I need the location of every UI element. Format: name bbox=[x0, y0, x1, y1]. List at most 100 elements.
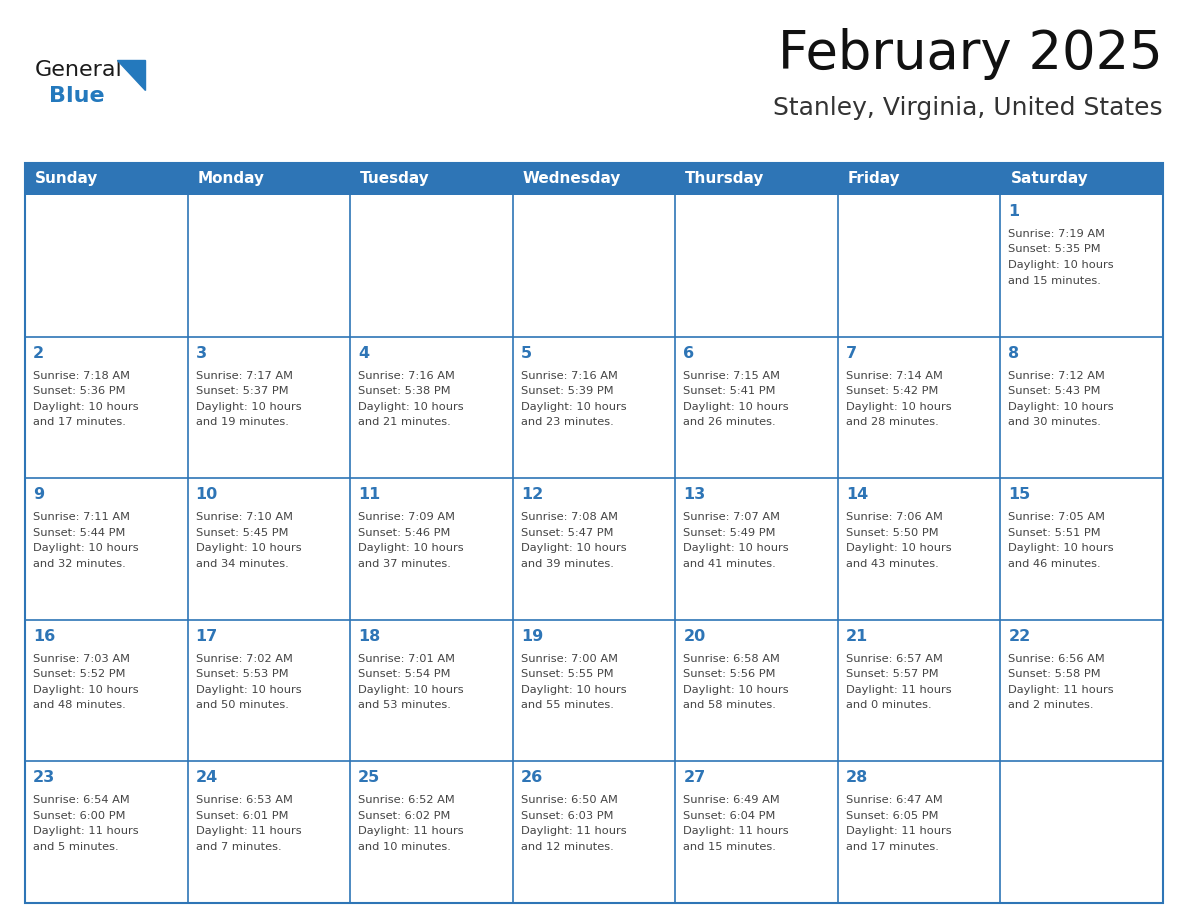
Text: and 19 minutes.: and 19 minutes. bbox=[196, 417, 289, 427]
Text: Sunrise: 7:03 AM: Sunrise: 7:03 AM bbox=[33, 654, 129, 664]
Text: Sunset: 5:47 PM: Sunset: 5:47 PM bbox=[520, 528, 613, 538]
Text: Sunrise: 7:10 AM: Sunrise: 7:10 AM bbox=[196, 512, 292, 522]
Text: Sunrise: 7:11 AM: Sunrise: 7:11 AM bbox=[33, 512, 129, 522]
Text: Sunset: 5:58 PM: Sunset: 5:58 PM bbox=[1009, 669, 1101, 679]
Text: Sunrise: 7:14 AM: Sunrise: 7:14 AM bbox=[846, 371, 943, 381]
Text: Sunset: 5:55 PM: Sunset: 5:55 PM bbox=[520, 669, 613, 679]
Text: Sunset: 5:42 PM: Sunset: 5:42 PM bbox=[846, 386, 939, 396]
Text: Daylight: 10 hours: Daylight: 10 hours bbox=[196, 543, 302, 554]
Text: 24: 24 bbox=[196, 770, 217, 786]
Text: 16: 16 bbox=[33, 629, 56, 644]
Text: Daylight: 11 hours: Daylight: 11 hours bbox=[683, 826, 789, 836]
Text: Thursday: Thursday bbox=[685, 172, 765, 186]
Text: and 30 minutes.: and 30 minutes. bbox=[1009, 417, 1101, 427]
Text: Sunrise: 6:49 AM: Sunrise: 6:49 AM bbox=[683, 795, 781, 805]
Text: 7: 7 bbox=[846, 345, 857, 361]
Text: 14: 14 bbox=[846, 487, 868, 502]
Text: 2: 2 bbox=[33, 345, 44, 361]
Text: Stanley, Virginia, United States: Stanley, Virginia, United States bbox=[773, 96, 1163, 120]
Text: Daylight: 11 hours: Daylight: 11 hours bbox=[520, 826, 626, 836]
Text: Sunrise: 7:15 AM: Sunrise: 7:15 AM bbox=[683, 371, 781, 381]
Text: 4: 4 bbox=[358, 345, 369, 361]
Text: Sunrise: 7:16 AM: Sunrise: 7:16 AM bbox=[520, 371, 618, 381]
Text: 9: 9 bbox=[33, 487, 44, 502]
Text: Sunrise: 7:02 AM: Sunrise: 7:02 AM bbox=[196, 654, 292, 664]
Text: and 12 minutes.: and 12 minutes. bbox=[520, 842, 613, 852]
Text: Sunrise: 7:19 AM: Sunrise: 7:19 AM bbox=[1009, 229, 1105, 239]
Text: Sunset: 5:45 PM: Sunset: 5:45 PM bbox=[196, 528, 287, 538]
Text: Sunset: 5:43 PM: Sunset: 5:43 PM bbox=[1009, 386, 1101, 396]
Text: 27: 27 bbox=[683, 770, 706, 786]
Text: 22: 22 bbox=[1009, 629, 1031, 644]
Text: Friday: Friday bbox=[848, 172, 901, 186]
Text: Sunset: 6:04 PM: Sunset: 6:04 PM bbox=[683, 811, 776, 821]
Text: 26: 26 bbox=[520, 770, 543, 786]
Text: Daylight: 10 hours: Daylight: 10 hours bbox=[1009, 543, 1114, 554]
Text: Daylight: 10 hours: Daylight: 10 hours bbox=[33, 685, 139, 695]
Text: 6: 6 bbox=[683, 345, 695, 361]
Text: 25: 25 bbox=[358, 770, 380, 786]
Text: and 10 minutes.: and 10 minutes. bbox=[358, 842, 451, 852]
Text: Daylight: 10 hours: Daylight: 10 hours bbox=[358, 685, 463, 695]
Text: 28: 28 bbox=[846, 770, 868, 786]
Text: Sunrise: 7:12 AM: Sunrise: 7:12 AM bbox=[1009, 371, 1105, 381]
Text: Sunset: 5:39 PM: Sunset: 5:39 PM bbox=[520, 386, 613, 396]
Text: and 17 minutes.: and 17 minutes. bbox=[33, 417, 126, 427]
Text: Daylight: 10 hours: Daylight: 10 hours bbox=[196, 401, 302, 411]
Text: Sunset: 5:54 PM: Sunset: 5:54 PM bbox=[358, 669, 450, 679]
Text: 5: 5 bbox=[520, 345, 532, 361]
Text: Sunrise: 7:17 AM: Sunrise: 7:17 AM bbox=[196, 371, 292, 381]
Text: Monday: Monday bbox=[197, 172, 265, 186]
Text: 10: 10 bbox=[196, 487, 217, 502]
Text: Daylight: 10 hours: Daylight: 10 hours bbox=[520, 543, 626, 554]
Text: and 21 minutes.: and 21 minutes. bbox=[358, 417, 451, 427]
Text: Sunrise: 6:57 AM: Sunrise: 6:57 AM bbox=[846, 654, 943, 664]
Text: and 5 minutes.: and 5 minutes. bbox=[33, 842, 119, 852]
Text: Daylight: 10 hours: Daylight: 10 hours bbox=[683, 543, 789, 554]
Text: Sunrise: 7:09 AM: Sunrise: 7:09 AM bbox=[358, 512, 455, 522]
Text: Sunset: 5:53 PM: Sunset: 5:53 PM bbox=[196, 669, 289, 679]
Text: Sunrise: 7:06 AM: Sunrise: 7:06 AM bbox=[846, 512, 943, 522]
Text: and 0 minutes.: and 0 minutes. bbox=[846, 700, 931, 711]
Text: Sunrise: 6:53 AM: Sunrise: 6:53 AM bbox=[196, 795, 292, 805]
Text: 8: 8 bbox=[1009, 345, 1019, 361]
Text: Daylight: 10 hours: Daylight: 10 hours bbox=[358, 543, 463, 554]
Text: 1: 1 bbox=[1009, 204, 1019, 219]
Text: Sunrise: 6:58 AM: Sunrise: 6:58 AM bbox=[683, 654, 781, 664]
Text: Sunrise: 6:52 AM: Sunrise: 6:52 AM bbox=[358, 795, 455, 805]
Text: Daylight: 10 hours: Daylight: 10 hours bbox=[846, 543, 952, 554]
Text: and 58 minutes.: and 58 minutes. bbox=[683, 700, 776, 711]
Text: and 46 minutes.: and 46 minutes. bbox=[1009, 559, 1101, 568]
Text: Sunset: 5:57 PM: Sunset: 5:57 PM bbox=[846, 669, 939, 679]
Text: and 48 minutes.: and 48 minutes. bbox=[33, 700, 126, 711]
Text: Sunset: 5:56 PM: Sunset: 5:56 PM bbox=[683, 669, 776, 679]
Text: Sunset: 6:01 PM: Sunset: 6:01 PM bbox=[196, 811, 287, 821]
Text: Sunset: 5:50 PM: Sunset: 5:50 PM bbox=[846, 528, 939, 538]
Text: 18: 18 bbox=[358, 629, 380, 644]
Text: and 43 minutes.: and 43 minutes. bbox=[846, 559, 939, 568]
Bar bbox=[25, 163, 1163, 903]
Text: 19: 19 bbox=[520, 629, 543, 644]
Text: and 17 minutes.: and 17 minutes. bbox=[846, 842, 939, 852]
Text: and 15 minutes.: and 15 minutes. bbox=[683, 842, 776, 852]
Text: and 50 minutes.: and 50 minutes. bbox=[196, 700, 289, 711]
Text: Sunrise: 6:54 AM: Sunrise: 6:54 AM bbox=[33, 795, 129, 805]
Text: Sunrise: 6:50 AM: Sunrise: 6:50 AM bbox=[520, 795, 618, 805]
Text: Sunset: 6:05 PM: Sunset: 6:05 PM bbox=[846, 811, 939, 821]
Text: 17: 17 bbox=[196, 629, 217, 644]
Text: Sunset: 5:44 PM: Sunset: 5:44 PM bbox=[33, 528, 126, 538]
Text: 20: 20 bbox=[683, 629, 706, 644]
Bar bbox=[25, 163, 1163, 195]
Text: General: General bbox=[34, 60, 122, 80]
Text: Sunrise: 6:56 AM: Sunrise: 6:56 AM bbox=[1009, 654, 1105, 664]
Text: and 23 minutes.: and 23 minutes. bbox=[520, 417, 613, 427]
Text: Sunset: 5:46 PM: Sunset: 5:46 PM bbox=[358, 528, 450, 538]
Text: 23: 23 bbox=[33, 770, 56, 786]
Text: Sunrise: 7:08 AM: Sunrise: 7:08 AM bbox=[520, 512, 618, 522]
Text: Sunset: 5:38 PM: Sunset: 5:38 PM bbox=[358, 386, 450, 396]
Text: Daylight: 11 hours: Daylight: 11 hours bbox=[1009, 685, 1114, 695]
Text: Daylight: 10 hours: Daylight: 10 hours bbox=[520, 685, 626, 695]
Text: Sunset: 6:03 PM: Sunset: 6:03 PM bbox=[520, 811, 613, 821]
Text: Daylight: 11 hours: Daylight: 11 hours bbox=[846, 826, 952, 836]
Text: Sunset: 6:02 PM: Sunset: 6:02 PM bbox=[358, 811, 450, 821]
